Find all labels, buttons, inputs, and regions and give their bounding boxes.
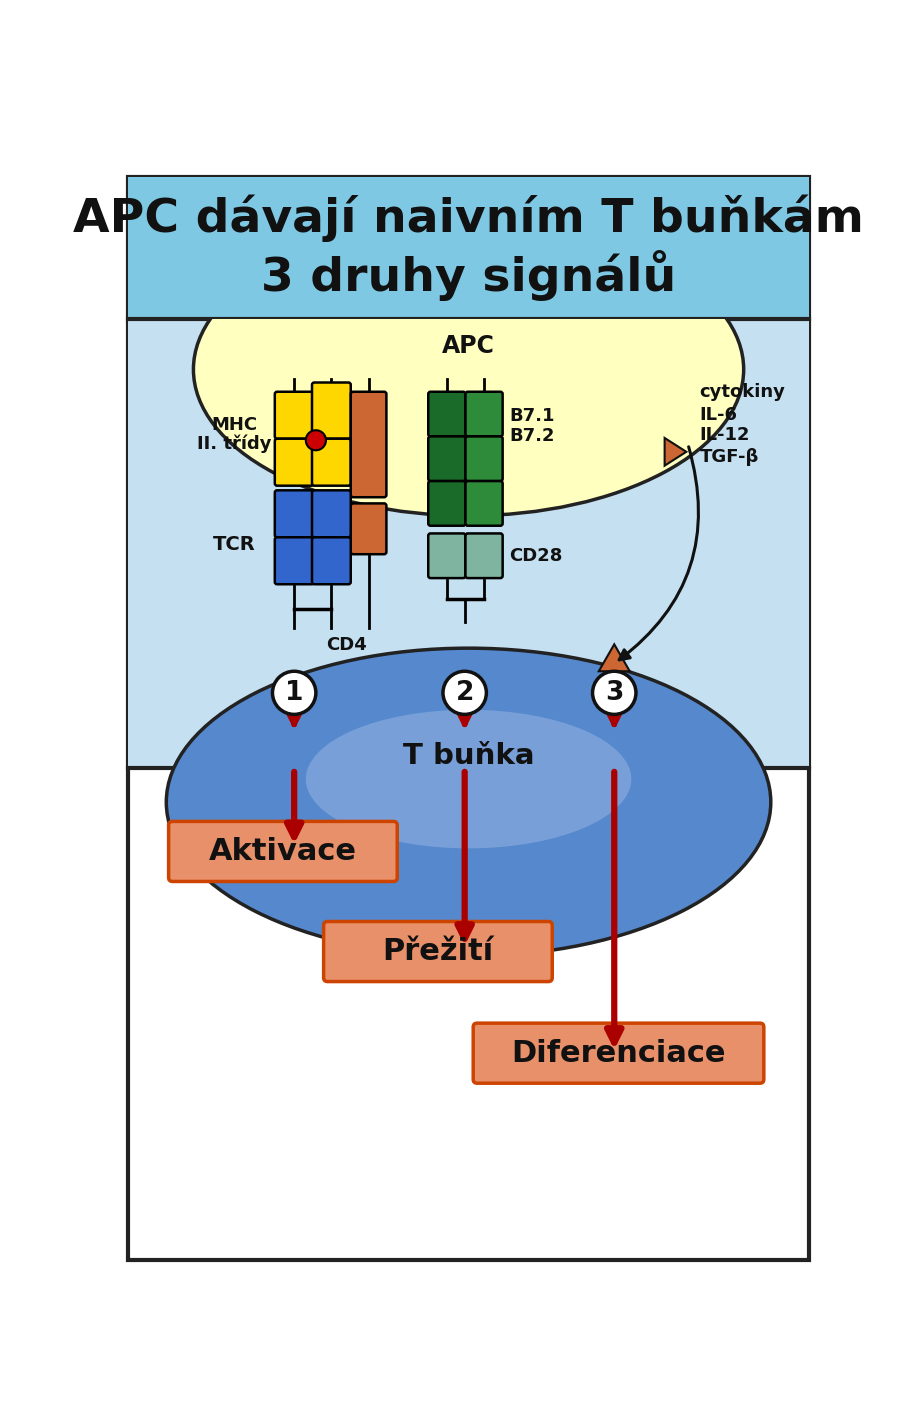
Polygon shape — [598, 645, 630, 672]
FancyBboxPatch shape — [274, 391, 314, 438]
Text: B7.2: B7.2 — [510, 427, 555, 444]
Text: II. třídy: II. třídy — [198, 435, 272, 454]
Bar — [128, 176, 809, 319]
Ellipse shape — [167, 647, 770, 956]
FancyBboxPatch shape — [168, 821, 397, 881]
FancyBboxPatch shape — [312, 383, 350, 438]
Text: CD28: CD28 — [510, 546, 563, 565]
FancyBboxPatch shape — [350, 391, 386, 497]
FancyBboxPatch shape — [274, 438, 314, 485]
Text: Přežití: Přežití — [382, 936, 493, 966]
FancyBboxPatch shape — [428, 534, 466, 578]
Text: CD4: CD4 — [326, 636, 367, 653]
FancyBboxPatch shape — [312, 438, 350, 485]
Text: MHC: MHC — [211, 416, 257, 434]
Bar — [128, 319, 809, 767]
Text: TGF-β: TGF-β — [699, 448, 759, 465]
Text: Diferenciace: Diferenciace — [511, 1039, 726, 1067]
FancyBboxPatch shape — [466, 481, 502, 525]
Ellipse shape — [306, 710, 631, 848]
Text: IL-6: IL-6 — [699, 406, 737, 424]
Text: APC dávají naivním T buňkám
3 druhy signálů: APC dávají naivním T buňkám 3 druhy sign… — [73, 195, 864, 302]
Circle shape — [443, 672, 487, 714]
FancyBboxPatch shape — [312, 491, 350, 538]
FancyBboxPatch shape — [428, 437, 466, 481]
FancyBboxPatch shape — [312, 538, 350, 585]
Text: IL-12: IL-12 — [699, 427, 750, 444]
FancyBboxPatch shape — [324, 922, 553, 982]
FancyBboxPatch shape — [466, 437, 502, 481]
FancyBboxPatch shape — [473, 1023, 764, 1083]
Text: 2: 2 — [456, 680, 474, 706]
Text: Aktivace: Aktivace — [209, 837, 357, 867]
Circle shape — [273, 672, 316, 714]
FancyBboxPatch shape — [274, 491, 314, 538]
FancyBboxPatch shape — [274, 538, 314, 585]
Circle shape — [593, 672, 636, 714]
FancyBboxPatch shape — [428, 391, 466, 437]
Circle shape — [306, 430, 326, 450]
Polygon shape — [664, 438, 686, 465]
FancyBboxPatch shape — [466, 391, 502, 437]
Text: TCR: TCR — [213, 535, 256, 554]
Text: 3: 3 — [605, 680, 623, 706]
Text: T buňka: T buňka — [403, 741, 534, 770]
Ellipse shape — [193, 223, 744, 515]
FancyBboxPatch shape — [428, 481, 466, 525]
Text: B7.1: B7.1 — [510, 407, 555, 424]
FancyBboxPatch shape — [466, 534, 502, 578]
Text: APC: APC — [442, 334, 495, 359]
Text: cytokiny: cytokiny — [699, 383, 785, 400]
Text: 1: 1 — [285, 680, 304, 706]
FancyBboxPatch shape — [350, 504, 386, 554]
